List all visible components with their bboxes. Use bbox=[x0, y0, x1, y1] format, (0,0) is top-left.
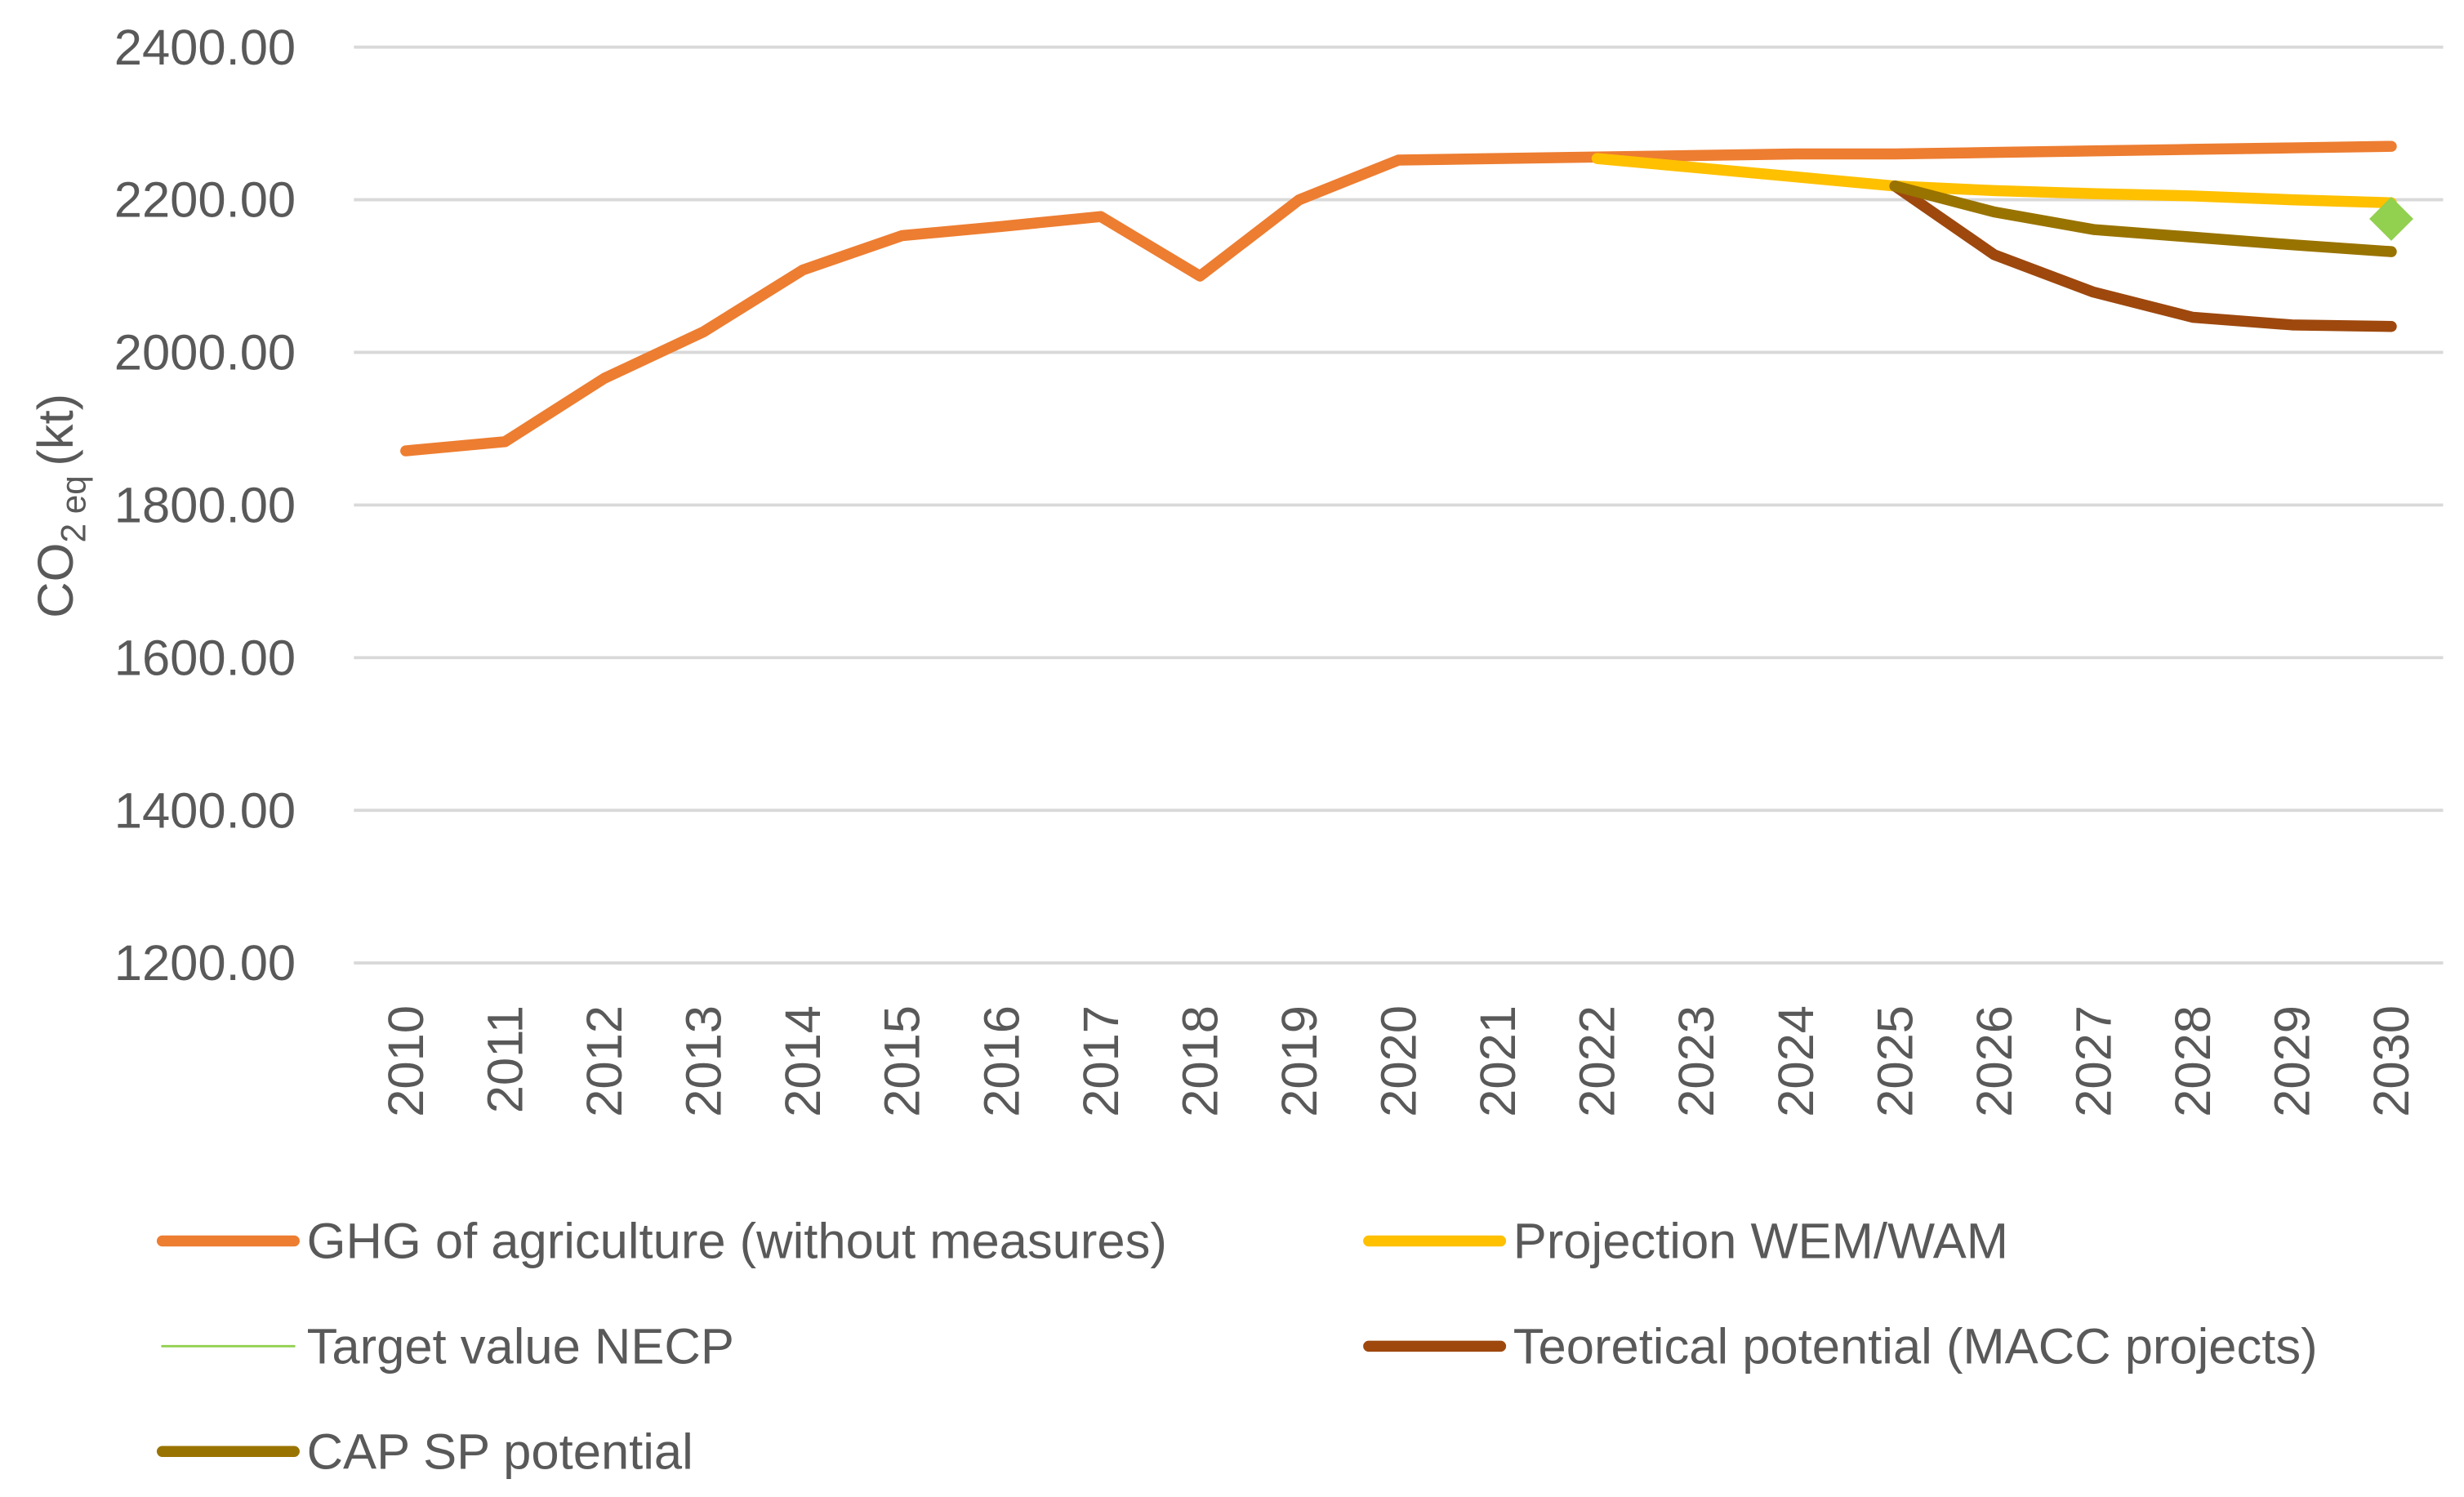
y-axis-title-sub: 2 eq bbox=[54, 475, 92, 542]
marker bbox=[2369, 197, 2413, 241]
y-tick-label: 2000.00 bbox=[114, 325, 296, 381]
x-tick-label: 2010 bbox=[378, 1005, 434, 1117]
x-tick-label: 2015 bbox=[875, 1005, 931, 1117]
y-tick-label: 1800.00 bbox=[114, 478, 296, 534]
x-tick-label: 2021 bbox=[1470, 1005, 1526, 1117]
x-tick-label: 2023 bbox=[1669, 1005, 1725, 1117]
x-tick-label: 2011 bbox=[478, 1005, 534, 1113]
x-tick-label: 2025 bbox=[1867, 1005, 1923, 1117]
x-tick-label: 2027 bbox=[2065, 1005, 2122, 1117]
x-tick-label: 2026 bbox=[1967, 1005, 2023, 1117]
legend-label: Target value NECP bbox=[307, 1319, 734, 1375]
series-line bbox=[1591, 153, 2397, 209]
x-tick-label: 2017 bbox=[1073, 1005, 1130, 1117]
x-tick-label: 2012 bbox=[577, 1005, 633, 1117]
x-tick-label: 2016 bbox=[974, 1005, 1030, 1117]
y-axis-title-unit: (kt) bbox=[28, 394, 84, 466]
x-tick-label: 2019 bbox=[1272, 1005, 1328, 1117]
y-tick-label: 2200.00 bbox=[114, 172, 296, 229]
x-tick-label: 2029 bbox=[2265, 1005, 2321, 1117]
x-tick-label: 2018 bbox=[1172, 1005, 1228, 1117]
y-tick-label: 1200.00 bbox=[114, 935, 296, 991]
y-tick-label: 1400.00 bbox=[114, 782, 296, 839]
x-tick-label: 2014 bbox=[775, 1005, 831, 1117]
y-axis-title: CO2 eq (kt) bbox=[28, 394, 92, 618]
y-tick-label: 1600.00 bbox=[114, 630, 296, 686]
x-tick-label: 2022 bbox=[1570, 1005, 1626, 1117]
legend-label: GHG of agriculture (without measures) bbox=[307, 1214, 1167, 1270]
legend-label: CAP SP potential bbox=[307, 1423, 693, 1480]
legend-label: Projection WEM/WAM bbox=[1513, 1214, 2008, 1270]
x-tick-label: 2028 bbox=[2165, 1005, 2221, 1117]
x-tick-label: 2013 bbox=[676, 1005, 733, 1117]
y-tick-label: 2400.00 bbox=[114, 20, 296, 76]
x-tick-label: 2024 bbox=[1768, 1005, 1825, 1117]
series-line bbox=[1889, 180, 2397, 332]
series-line bbox=[400, 140, 2397, 457]
y-axis-title-main: CO bbox=[28, 543, 84, 618]
legend-label: Teoretical potential (MACC projects) bbox=[1513, 1319, 2318, 1375]
x-tick-label: 2020 bbox=[1371, 1005, 1428, 1117]
series-line bbox=[1889, 180, 2397, 257]
x-tick-label: 2030 bbox=[2364, 1005, 2420, 1117]
